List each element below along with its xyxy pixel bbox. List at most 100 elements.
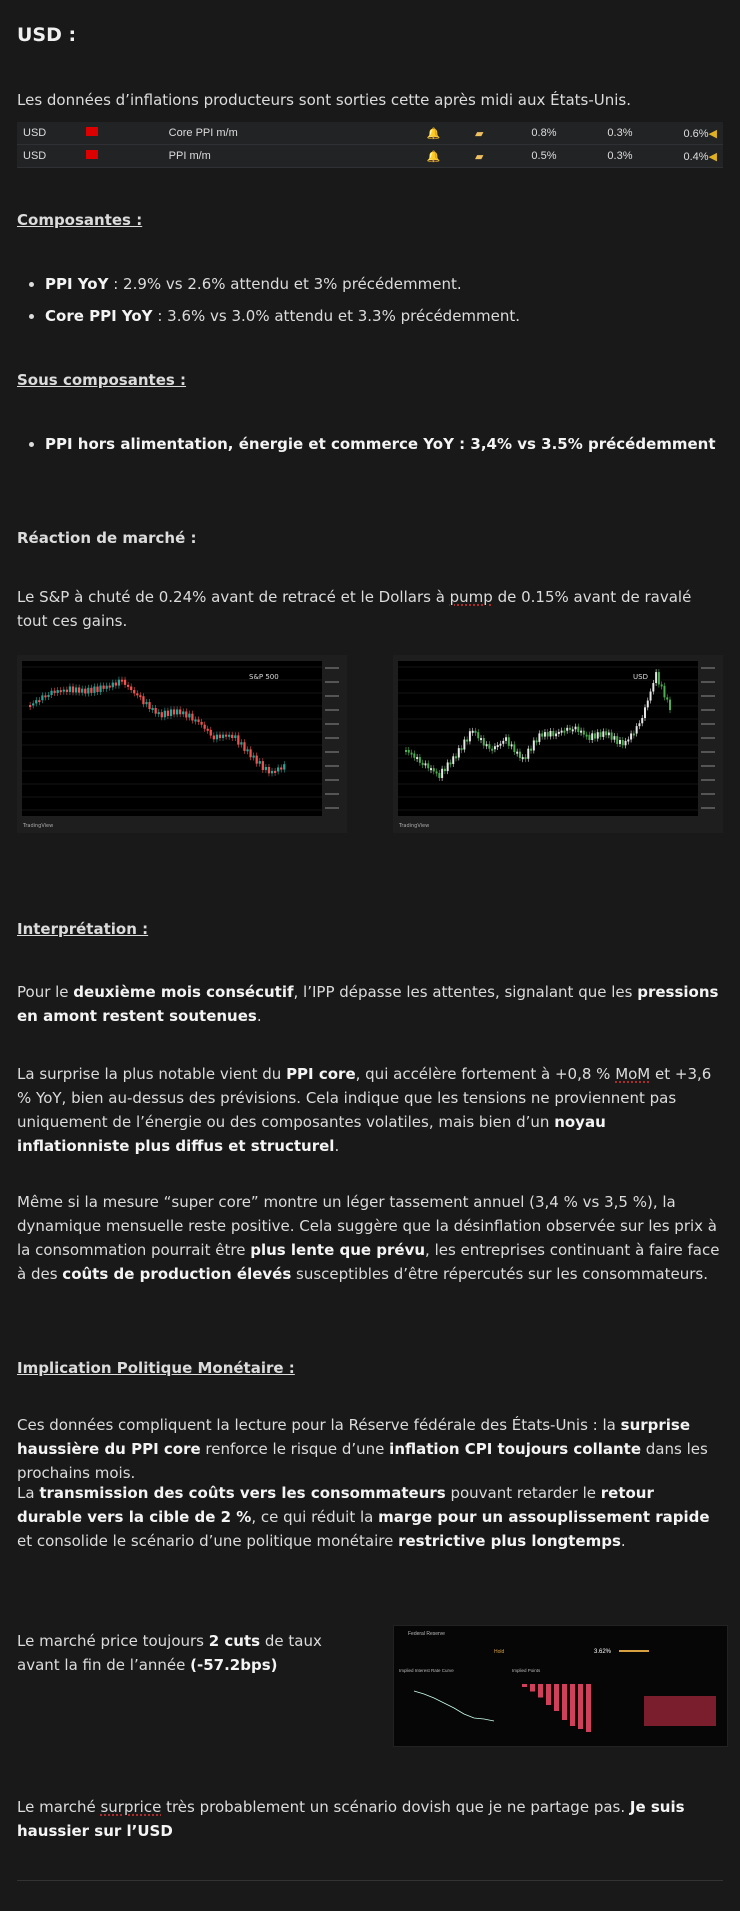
candle	[136, 693, 139, 696]
candle	[194, 719, 197, 722]
candle	[120, 679, 124, 682]
candle	[41, 695, 44, 701]
forecast: 0.3%	[601, 144, 678, 168]
candle	[666, 697, 669, 700]
tradingview-logo: TradingView	[398, 823, 429, 829]
candle	[133, 690, 136, 694]
candle	[234, 735, 237, 738]
sous-list: PPI hors alimentation, énergie et commer…	[17, 428, 735, 460]
candle	[157, 712, 160, 715]
candle	[166, 710, 170, 716]
chart-plot-area	[22, 661, 322, 816]
candle	[455, 756, 458, 759]
implied-points-bar	[522, 1684, 527, 1687]
candle	[638, 723, 641, 727]
text-segment: Le marché price toujours	[17, 1632, 209, 1650]
bold-text: transmission des coûts vers les consomma…	[39, 1484, 446, 1502]
candle	[605, 731, 608, 736]
bell-icon[interactable]: 🔔	[426, 150, 441, 163]
candle	[252, 755, 255, 758]
candle	[96, 686, 99, 692]
candle	[474, 730, 477, 733]
interp-para-2: La surprise la plus notable vient du PPI…	[17, 1062, 723, 1158]
bold-text: noyau inflationniste plus diffus et stru…	[17, 1113, 606, 1155]
candle	[449, 762, 452, 765]
price-tick	[325, 681, 339, 683]
points-title: Implied Points	[512, 1668, 541, 1673]
calendar-row: USD PPI m/m 🔔 ▰ 0.5% 0.3% 0.4%◀	[17, 144, 723, 168]
text-segment: Pour le	[17, 983, 74, 1001]
currency: USD	[17, 122, 80, 145]
candle	[507, 737, 510, 746]
item-label: Core PPI YoY	[45, 307, 153, 325]
candle	[641, 718, 644, 724]
bold-text: inflation CPI toujours collante	[389, 1440, 642, 1458]
candle	[29, 705, 32, 707]
candle	[457, 748, 460, 758]
candle	[552, 730, 555, 737]
candle	[139, 695, 142, 698]
candle	[87, 687, 90, 694]
folder-icon[interactable]: ▰	[474, 127, 484, 140]
text-segment: , ce qui réduit la	[251, 1508, 379, 1526]
candle	[555, 733, 558, 737]
candle	[532, 740, 535, 751]
candle	[237, 735, 240, 745]
candle	[277, 767, 280, 772]
candle	[99, 685, 102, 692]
candle	[596, 732, 599, 739]
candle	[496, 745, 499, 748]
candle	[77, 687, 81, 693]
candle	[452, 756, 455, 764]
item-text: : 2.9% vs 2.6% attendu et 3% précédemmen…	[108, 275, 462, 293]
bell-icon[interactable]: 🔔	[426, 127, 441, 140]
heading-reaction: Réaction de marché :	[17, 529, 197, 547]
candle	[530, 748, 533, 751]
bold-text: (-57.2bps)	[190, 1656, 278, 1674]
candle	[105, 685, 108, 689]
candle	[441, 768, 444, 778]
candle	[546, 732, 549, 737]
candle	[493, 746, 496, 750]
implied-points-bar	[562, 1684, 567, 1720]
us-flag-icon	[85, 150, 98, 159]
candle	[108, 685, 111, 688]
event-name: Core PPI m/m	[162, 122, 421, 145]
bold-text: retour durable vers la cible de 2 %	[17, 1484, 654, 1526]
implied-points-bar	[530, 1684, 535, 1692]
candle	[418, 757, 421, 763]
flag-icon	[79, 122, 163, 145]
candle	[541, 733, 544, 737]
candle	[258, 761, 261, 764]
candle	[613, 736, 616, 740]
text-segment: .	[620, 1532, 626, 1550]
candle	[446, 762, 449, 772]
candle	[610, 732, 613, 740]
spellcheck-word: MoM	[615, 1065, 651, 1083]
candle	[283, 764, 286, 770]
bell-icon: 🔔	[420, 122, 469, 145]
price-tick	[325, 737, 339, 739]
candle	[218, 734, 222, 739]
candle	[463, 739, 466, 750]
candle	[635, 726, 638, 734]
candle	[524, 757, 527, 760]
price-tick	[325, 793, 339, 795]
candle	[566, 727, 569, 731]
candle	[538, 733, 541, 742]
candle	[438, 772, 441, 778]
text-segment: susceptibles d’être répercutés sur les c…	[291, 1265, 708, 1283]
price-tick	[701, 765, 715, 767]
text-segment: très probablement un scénario dovish que…	[161, 1798, 630, 1816]
curve-title: Implied Interest Rate Curve	[399, 1668, 454, 1673]
price-tick	[325, 807, 339, 809]
previous-value: 0.6%	[683, 127, 709, 140]
candle	[416, 757, 419, 760]
candle	[62, 689, 65, 692]
candle	[430, 768, 432, 771]
candle	[468, 731, 471, 742]
price-tick	[701, 709, 715, 711]
spellcheck-word: surprice	[100, 1798, 162, 1816]
folder-icon[interactable]: ▰	[474, 150, 484, 163]
candle	[477, 732, 480, 739]
